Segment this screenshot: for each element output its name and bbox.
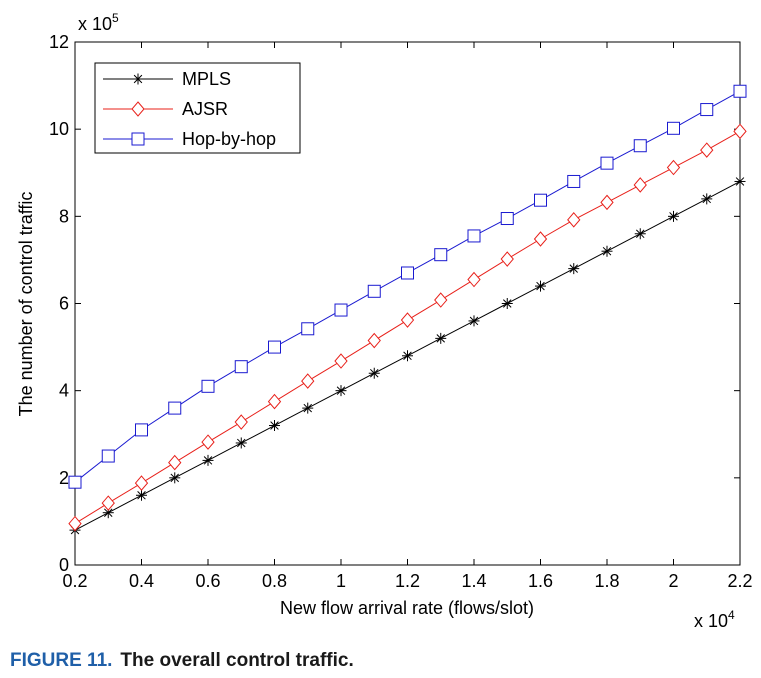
y-tick-label: 2 bbox=[59, 468, 69, 488]
data-point-hop-by-hop bbox=[534, 193, 547, 207]
data-point-mpls bbox=[136, 489, 147, 501]
legend-marker-ajsr bbox=[131, 101, 145, 117]
data-point-hop-by-hop bbox=[700, 103, 714, 117]
line-chart: 0.2 0.4 0.6 0.8 1 1.2 1.4 1.6 1.8 2 2.2 0 2 4 6 8 10 12 x… bbox=[16, 11, 753, 631]
data-point-hop-by-hop bbox=[467, 229, 481, 243]
y-tick-label: 4 bbox=[59, 381, 69, 401]
data-point-mpls bbox=[269, 420, 280, 432]
legend-marker-mpls bbox=[132, 73, 144, 85]
x-tick-label: 0.8 bbox=[262, 571, 287, 591]
data-point-ajsr bbox=[400, 312, 415, 328]
x-axis-multiplier: x 104 bbox=[694, 608, 735, 631]
data-point-mpls bbox=[235, 437, 247, 449]
data-point-hop-by-hop bbox=[567, 174, 581, 188]
data-point-ajsr bbox=[168, 454, 182, 471]
data-point-mpls bbox=[302, 402, 314, 414]
data-point-hop-by-hop bbox=[667, 121, 680, 135]
data-point-hop-by-hop bbox=[168, 401, 182, 415]
x-tick-label: 1.2 bbox=[395, 571, 420, 591]
legend-label-mpls: MPLS bbox=[182, 69, 231, 89]
x-axis-label: New flow arrival rate (flows/slot) bbox=[280, 598, 534, 618]
data-point-ajsr bbox=[234, 414, 248, 430]
data-point-mpls bbox=[335, 385, 347, 397]
data-point-ajsr bbox=[101, 495, 115, 511]
data-point-hop-by-hop bbox=[201, 379, 215, 393]
y-tick-label: 6 bbox=[59, 294, 69, 314]
x-tick-label: 1.6 bbox=[528, 571, 553, 591]
data-point-mpls bbox=[634, 228, 646, 240]
data-point-ajsr bbox=[434, 292, 448, 308]
data-point-hop-by-hop bbox=[633, 139, 647, 153]
data-point-ajsr bbox=[367, 332, 381, 349]
data-point-hop-by-hop bbox=[301, 322, 315, 336]
y-tick-label: 8 bbox=[59, 206, 69, 226]
legend: MPLS AJSR Hop-by-hop bbox=[94, 62, 301, 154]
legend-label-ajsr: AJSR bbox=[182, 99, 228, 119]
x-tick-label: 0.6 bbox=[195, 571, 220, 591]
data-point-hop-by-hop bbox=[401, 266, 414, 280]
data-point-ajsr bbox=[467, 271, 481, 288]
data-point-mpls bbox=[368, 367, 380, 379]
x-tick-label: 2 bbox=[668, 571, 678, 591]
data-point-mpls bbox=[601, 245, 613, 257]
data-point-hop-by-hop bbox=[334, 303, 348, 317]
data-point-mpls bbox=[568, 263, 580, 275]
data-point-ajsr bbox=[600, 194, 614, 211]
data-point-ajsr bbox=[700, 142, 714, 158]
data-point-mpls bbox=[169, 472, 181, 484]
y-tick-label: 0 bbox=[59, 555, 69, 575]
y-tick-label: 10 bbox=[49, 119, 69, 139]
axis-ticks: 0.2 0.4 0.6 0.8 1 1.2 1.4 1.6 1.8 2 2.2 0 2 4 6 8 10 12 bbox=[49, 32, 753, 591]
x-tick-label: 2.2 bbox=[727, 571, 752, 591]
data-point-ajsr bbox=[633, 177, 647, 193]
data-point-ajsr bbox=[334, 353, 348, 369]
data-point-mpls bbox=[535, 280, 546, 292]
y-axis-label: The number of control traffic bbox=[16, 192, 36, 417]
data-point-hop-by-hop bbox=[733, 84, 747, 98]
data-point-ajsr bbox=[201, 434, 215, 450]
data-point-ajsr bbox=[68, 515, 82, 532]
data-point-ajsr bbox=[533, 231, 548, 247]
x-tick-label: 1.8 bbox=[594, 571, 619, 591]
data-point-ajsr bbox=[267, 393, 282, 410]
figure-caption-label: FIGURE 11. bbox=[10, 650, 113, 671]
y-tick-label: 12 bbox=[49, 32, 69, 52]
data-point-mpls bbox=[202, 454, 214, 466]
data-point-mpls bbox=[734, 175, 746, 187]
data-point-hop-by-hop bbox=[434, 248, 448, 262]
legend-marker-hop-by-hop bbox=[131, 132, 145, 146]
data-point-ajsr bbox=[134, 475, 149, 491]
y-axis-multiplier: x 105 bbox=[78, 11, 119, 34]
data-point-mpls bbox=[501, 298, 513, 309]
data-point-mpls bbox=[435, 332, 447, 344]
data-point-hop-by-hop bbox=[101, 449, 115, 463]
data-point-hop-by-hop bbox=[135, 423, 148, 437]
data-point-ajsr bbox=[500, 251, 514, 267]
x-tick-label: 1 bbox=[336, 571, 346, 591]
data-point-hop-by-hop bbox=[234, 360, 248, 374]
data-point-mpls bbox=[701, 193, 713, 205]
data-point-hop-by-hop bbox=[367, 284, 381, 298]
series-markers bbox=[68, 84, 747, 536]
data-point-ajsr bbox=[666, 159, 681, 176]
data-point-mpls bbox=[402, 350, 413, 362]
figure-caption-text: The overall control traffic. bbox=[120, 650, 354, 671]
data-point-ajsr bbox=[301, 373, 315, 389]
data-point-mpls bbox=[668, 210, 679, 222]
x-tick-label: 1.4 bbox=[461, 571, 486, 591]
legend-label-hop-by-hop: Hop-by-hop bbox=[182, 129, 276, 149]
data-point-hop-by-hop bbox=[268, 340, 281, 354]
figure-caption: FIGURE 11. The overall control traffic. bbox=[10, 650, 354, 672]
x-tick-label: 0.4 bbox=[129, 571, 154, 591]
data-point-ajsr bbox=[733, 123, 747, 140]
legend-entries: MPLS AJSR Hop-by-hop bbox=[103, 69, 276, 149]
data-point-mpls bbox=[468, 315, 480, 327]
legend-box bbox=[94, 62, 301, 154]
x-tick-label: 0.2 bbox=[62, 571, 87, 591]
data-point-hop-by-hop bbox=[600, 156, 614, 170]
data-point-hop-by-hop bbox=[500, 212, 514, 226]
data-point-hop-by-hop bbox=[68, 475, 82, 489]
data-point-ajsr bbox=[567, 212, 581, 228]
